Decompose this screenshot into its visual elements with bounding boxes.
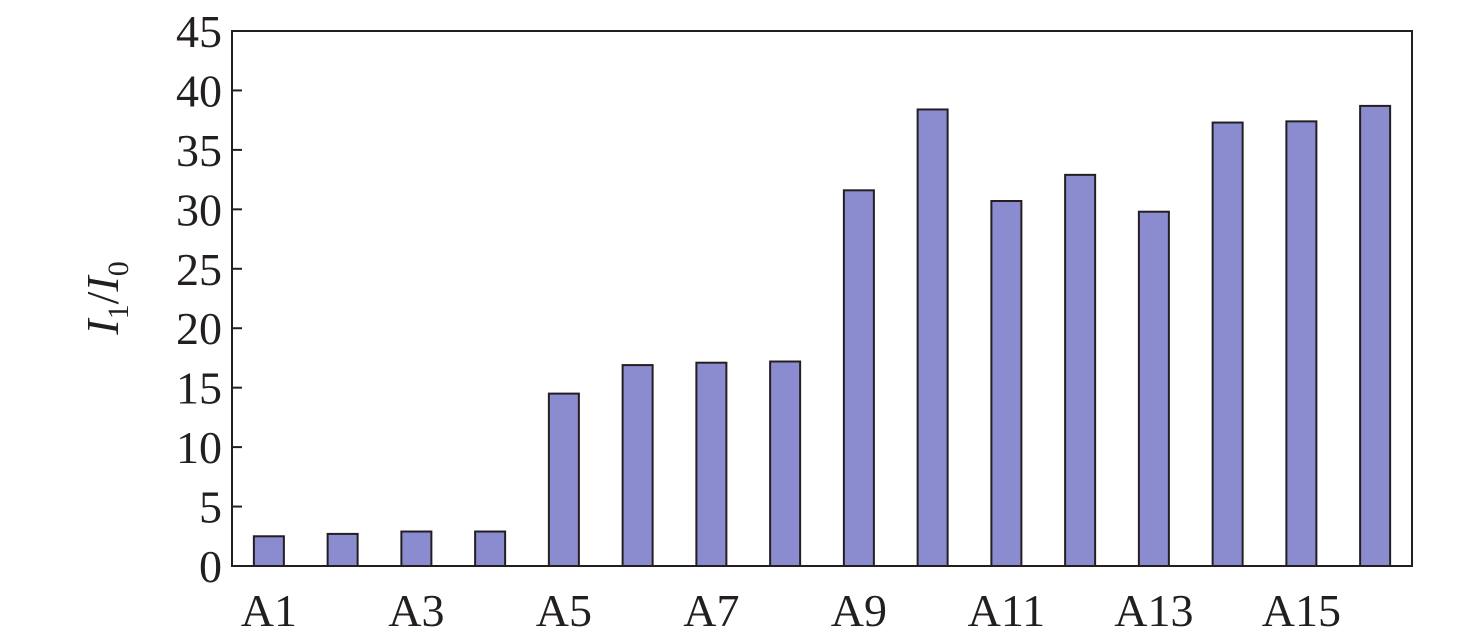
y-axis-label: I1/I0 bbox=[77, 261, 135, 335]
bar bbox=[400, 530, 433, 567]
y-label-part: 1 bbox=[102, 304, 135, 319]
y-tick-label: 0 bbox=[199, 541, 222, 592]
bar bbox=[547, 392, 580, 567]
bar bbox=[1285, 120, 1318, 567]
x-tick-label: A15 bbox=[1262, 585, 1341, 636]
y-label-part: / bbox=[77, 291, 128, 304]
x-tick-label: A5 bbox=[536, 585, 592, 636]
y-tick-label: 15 bbox=[176, 363, 222, 414]
y-tick-label: 10 bbox=[176, 422, 222, 473]
x-tick-label: A1 bbox=[241, 585, 297, 636]
y-label-part: 0 bbox=[102, 261, 135, 276]
y-label-part: I bbox=[77, 317, 128, 336]
y-tick-label: 5 bbox=[199, 482, 222, 533]
x-tick-label: A3 bbox=[388, 585, 444, 636]
bar bbox=[252, 535, 285, 567]
bar bbox=[474, 530, 507, 567]
y-tick-label: 30 bbox=[176, 184, 222, 235]
plot-frame bbox=[231, 30, 1413, 567]
bar bbox=[990, 200, 1023, 567]
x-tick-label: A11 bbox=[968, 585, 1046, 636]
y-tick-label: 35 bbox=[176, 125, 222, 176]
bar bbox=[842, 189, 875, 568]
y-tick-label: 20 bbox=[176, 303, 222, 354]
y-tick-label: 25 bbox=[176, 244, 222, 295]
x-tick-label: A7 bbox=[683, 585, 739, 636]
bar bbox=[916, 108, 949, 567]
x-tick-label: A13 bbox=[1114, 585, 1193, 636]
bar bbox=[1064, 173, 1097, 567]
bar bbox=[1211, 121, 1244, 568]
y-tick-label: 45 bbox=[176, 6, 222, 57]
bar bbox=[326, 532, 359, 568]
bar bbox=[769, 360, 802, 567]
y-tick-label: 40 bbox=[176, 65, 222, 116]
bar bbox=[1137, 210, 1170, 567]
bar bbox=[695, 361, 728, 568]
bar bbox=[1359, 104, 1392, 568]
x-tick-label: A9 bbox=[831, 585, 887, 636]
bar bbox=[621, 364, 654, 568]
y-label-part: I bbox=[77, 274, 128, 293]
